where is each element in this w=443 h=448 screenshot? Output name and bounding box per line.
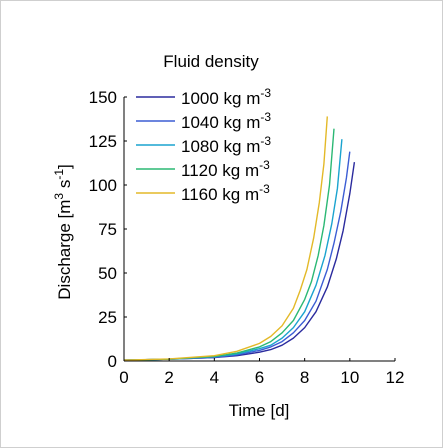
y-tick-label: 75 — [98, 220, 117, 239]
series-layer — [123, 116, 356, 361]
x-tick-label: 10 — [340, 368, 359, 387]
y-tick-label: 0 — [108, 352, 117, 371]
y-tick-label: 25 — [98, 308, 117, 327]
y-tick-label: 125 — [89, 132, 117, 151]
x-tick-label: 8 — [300, 368, 309, 387]
legend-label-1040: 1040 kg m-3 — [181, 110, 271, 132]
x-tick-label: 2 — [164, 368, 173, 387]
x-tick-label: 12 — [386, 368, 405, 387]
y-axis-label: Discharge [m3 s-1] — [52, 164, 74, 299]
series-line-1160 — [123, 116, 328, 361]
series-line-1120 — [123, 128, 335, 361]
y-tick-label: 100 — [89, 176, 117, 195]
legend-label-1160: 1160 kg m-3 — [181, 182, 270, 204]
legend-label-1000: 1000 kg m-3 — [181, 86, 271, 108]
legend-label-1080: 1080 kg m-3 — [181, 134, 271, 156]
y-tick-label: 50 — [98, 264, 117, 283]
legend-title: Fluid density — [163, 52, 259, 71]
series-line-1040 — [123, 151, 351, 361]
x-tick-label: 6 — [255, 368, 264, 387]
x-tick-label: 0 — [119, 368, 128, 387]
legend-label-1120: 1120 kg m-3 — [181, 158, 270, 180]
y-tick-label: 150 — [89, 88, 117, 107]
x-axis-label: Time [d] — [229, 401, 290, 420]
x-tick-label: 4 — [210, 368, 219, 387]
x-ticks: 0 2 4 6 8 10 12 — [119, 358, 404, 387]
y-ticks: 0 25 50 75 100 125 150 — [89, 88, 127, 371]
